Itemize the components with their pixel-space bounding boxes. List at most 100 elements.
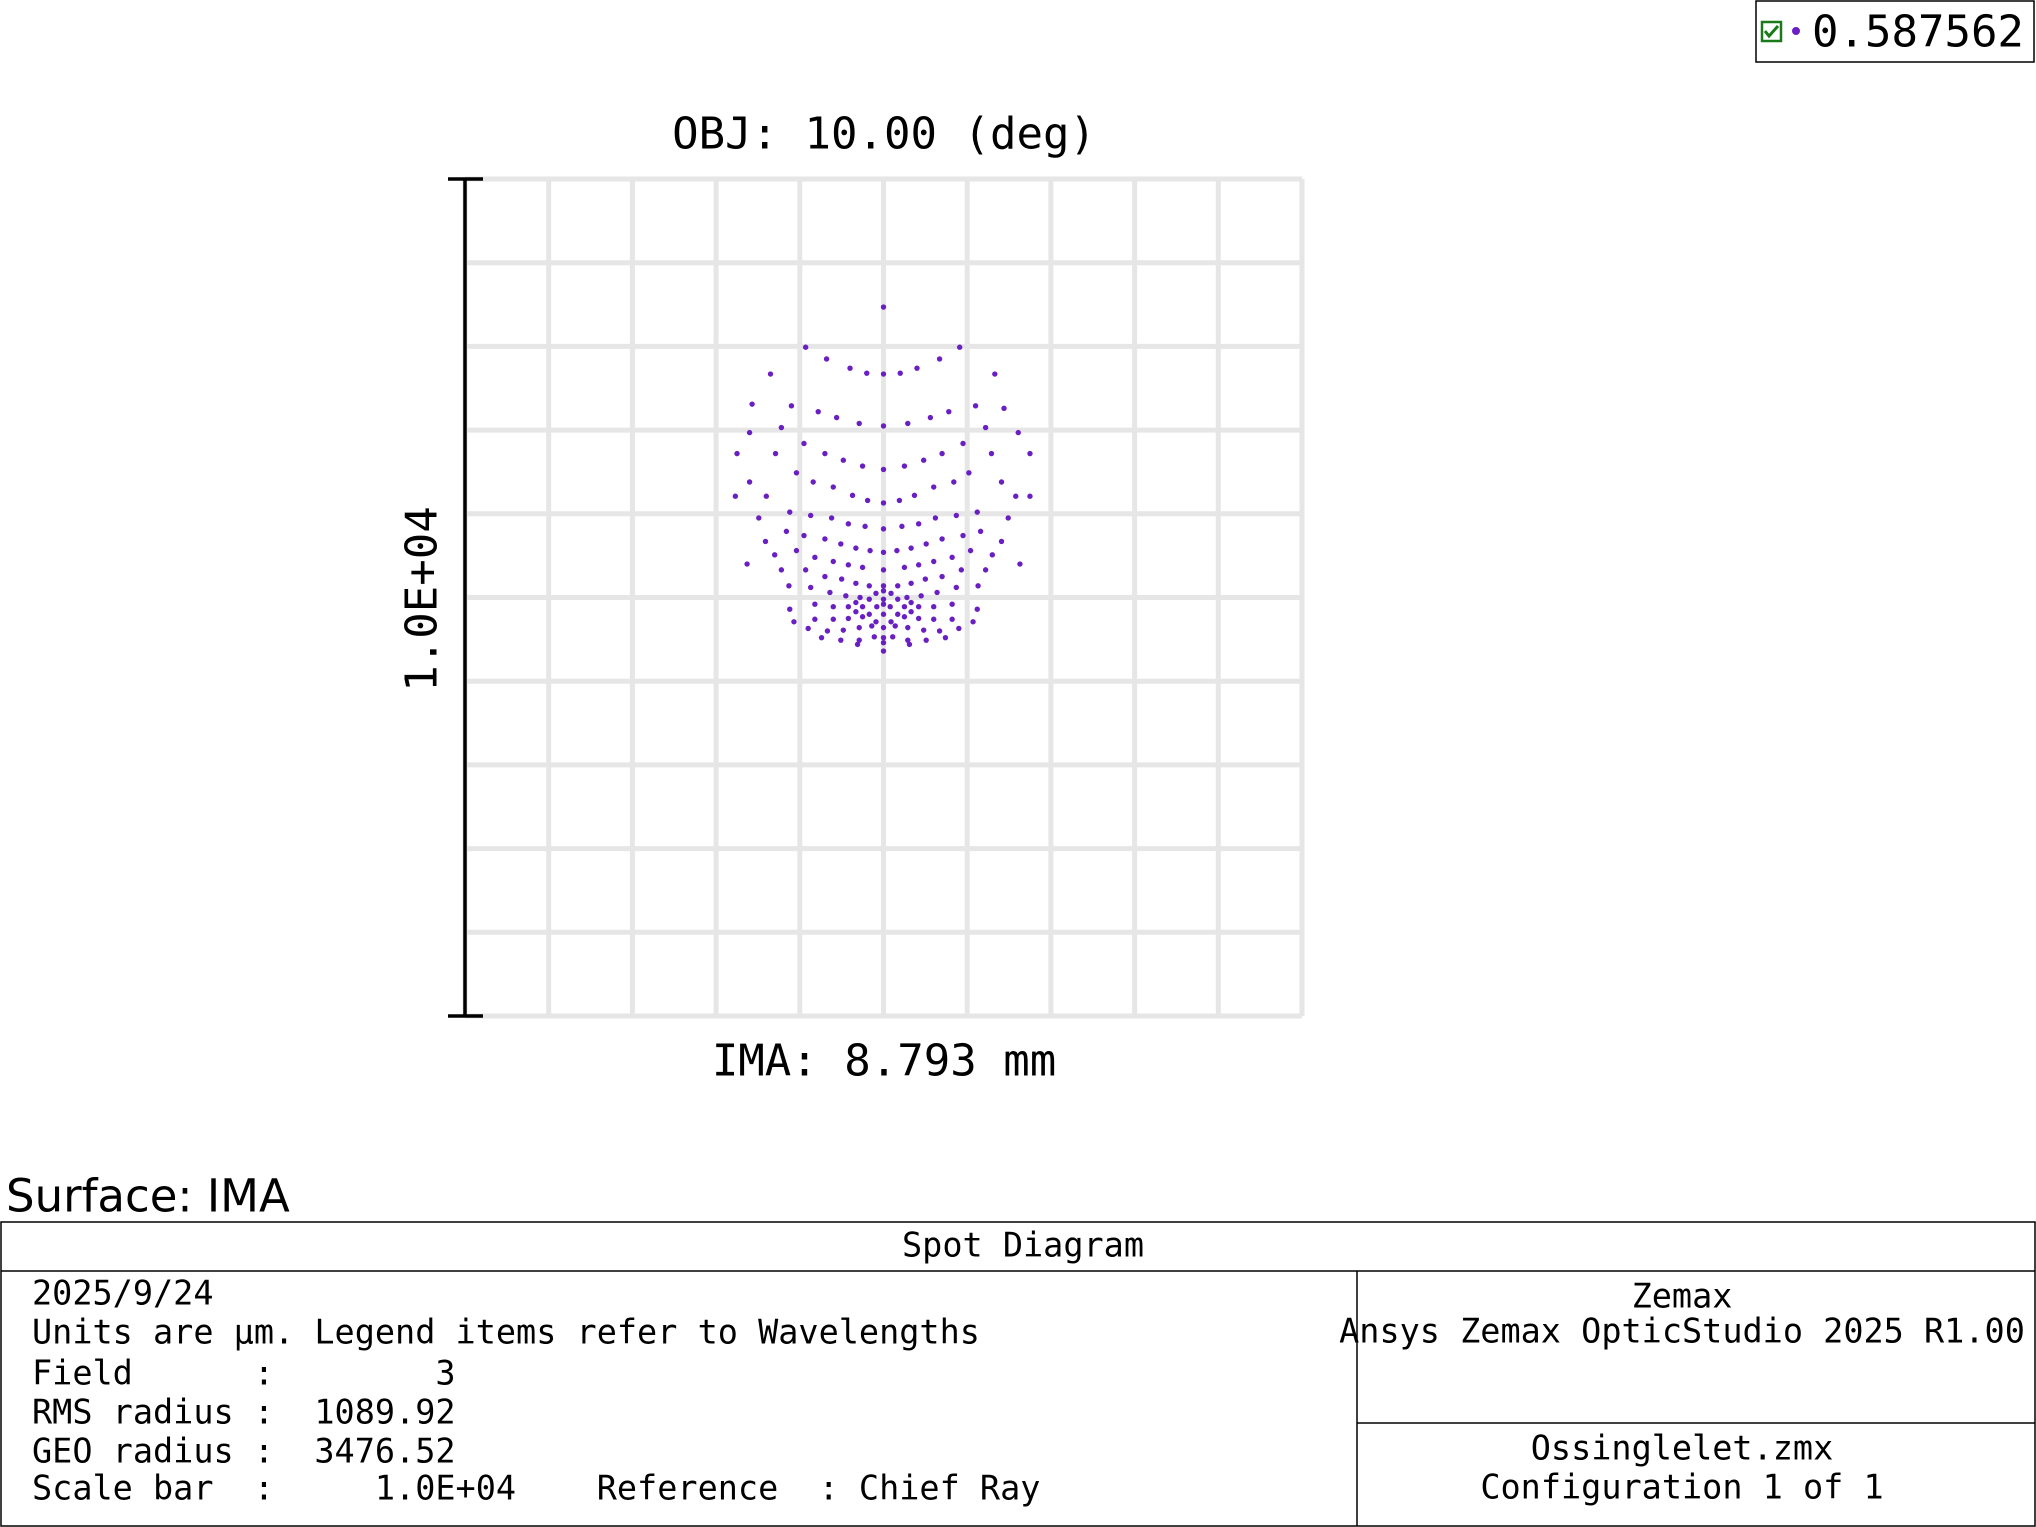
spot	[920, 457, 927, 463]
spot	[989, 552, 996, 558]
spot	[977, 528, 984, 535]
spot	[880, 423, 887, 429]
spot	[864, 497, 871, 504]
spot	[1017, 561, 1023, 567]
spot	[953, 512, 960, 519]
spot	[859, 564, 866, 571]
spot	[949, 601, 955, 607]
spot	[830, 604, 836, 610]
spot	[793, 547, 800, 554]
spot	[931, 484, 937, 490]
spot	[911, 492, 918, 499]
spot	[901, 604, 908, 610]
spot	[880, 526, 887, 532]
spot	[802, 344, 809, 350]
spot	[801, 440, 807, 447]
spot	[845, 615, 852, 622]
spot	[805, 625, 811, 632]
spot	[908, 545, 914, 551]
spot	[856, 420, 862, 427]
spot	[847, 365, 853, 371]
spot	[880, 611, 887, 617]
footer-line: RMS radius : 1089.92	[32, 1393, 456, 1432]
spot	[815, 408, 821, 415]
spot	[859, 463, 866, 469]
spot	[1013, 493, 1019, 499]
spot	[880, 596, 887, 602]
spot	[939, 450, 945, 457]
spot	[786, 583, 792, 589]
spot	[992, 371, 998, 377]
spot	[887, 604, 893, 610]
spot	[845, 604, 852, 610]
spot	[901, 614, 908, 620]
spot	[807, 512, 814, 519]
spot	[756, 515, 762, 521]
footer-right-line: Ossinglelet.zmx	[1531, 1429, 1834, 1468]
spot	[810, 479, 816, 485]
spot	[812, 601, 818, 607]
spot	[833, 414, 840, 421]
spot	[812, 616, 818, 622]
spot	[880, 639, 887, 646]
spot	[974, 509, 980, 515]
spot	[927, 414, 934, 421]
spot	[936, 356, 943, 362]
spot	[822, 450, 828, 457]
spot	[787, 606, 793, 612]
spot	[908, 580, 914, 586]
spot	[849, 492, 856, 499]
spot	[934, 589, 940, 596]
spot	[880, 634, 887, 641]
spot	[975, 583, 981, 589]
spot	[838, 576, 845, 582]
spot	[864, 370, 870, 376]
spot	[942, 634, 949, 641]
spot	[895, 583, 901, 589]
spot	[828, 515, 835, 521]
spot	[843, 593, 849, 599]
spot	[905, 420, 911, 427]
spot	[880, 583, 887, 589]
footer-line: GEO radius : 3476.52	[32, 1432, 456, 1471]
spot	[880, 601, 887, 607]
spot	[854, 641, 861, 648]
footer-right-line: Ansys Zemax OpticStudio 2025 R1.00	[1339, 1312, 2025, 1351]
spot	[895, 611, 901, 617]
spot	[778, 424, 785, 431]
spot	[1005, 515, 1011, 521]
spot	[931, 558, 937, 565]
footer-line: Scale bar : 1.0E+04 Reference : Chief Ra…	[32, 1469, 1040, 1508]
spot	[787, 509, 793, 515]
legend	[1755, 0, 2035, 63]
spot	[845, 562, 852, 568]
spot	[767, 371, 774, 377]
spot	[772, 450, 779, 457]
spot	[895, 596, 901, 602]
spot	[894, 547, 900, 554]
spot	[856, 637, 862, 643]
spot	[915, 615, 922, 622]
spot	[862, 523, 868, 530]
spot	[939, 536, 945, 542]
spot	[915, 604, 922, 610]
spot	[838, 541, 844, 547]
x-axis-label: IMA: 8.793 mm	[712, 1036, 1056, 1087]
spot	[869, 623, 875, 629]
spot	[793, 470, 800, 476]
surface-label: Surface: IMA	[6, 1170, 290, 1223]
footer-line: Field : 3	[32, 1354, 456, 1393]
spot	[880, 567, 887, 573]
spot	[845, 521, 852, 527]
spot	[867, 547, 873, 554]
spot	[873, 619, 879, 625]
spot	[763, 493, 770, 499]
spot	[931, 616, 937, 622]
spot	[970, 619, 976, 625]
spot	[932, 515, 939, 521]
spot	[967, 547, 974, 554]
spot	[746, 479, 753, 485]
spot	[951, 479, 957, 485]
spot	[972, 403, 979, 409]
